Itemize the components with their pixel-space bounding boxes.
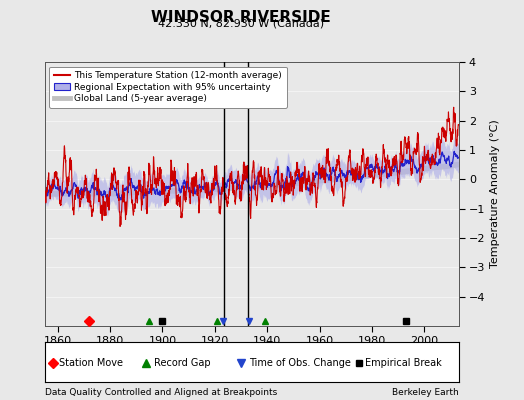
Text: WINDSOR RIVERSIDE: WINDSOR RIVERSIDE <box>151 10 331 25</box>
Text: Berkeley Earth: Berkeley Earth <box>392 388 458 397</box>
Text: Empirical Break: Empirical Break <box>365 358 442 368</box>
Text: Data Quality Controlled and Aligned at Breakpoints: Data Quality Controlled and Aligned at B… <box>45 388 277 397</box>
Y-axis label: Temperature Anomaly (°C): Temperature Anomaly (°C) <box>489 120 499 268</box>
Text: 42.330 N, 82.930 W (Canada): 42.330 N, 82.930 W (Canada) <box>158 18 324 28</box>
Text: Record Gap: Record Gap <box>154 358 211 368</box>
Text: Station Move: Station Move <box>59 358 123 368</box>
Legend: This Temperature Station (12-month average), Regional Expectation with 95% uncer: This Temperature Station (12-month avera… <box>49 66 287 108</box>
Text: Time of Obs. Change: Time of Obs. Change <box>249 358 351 368</box>
